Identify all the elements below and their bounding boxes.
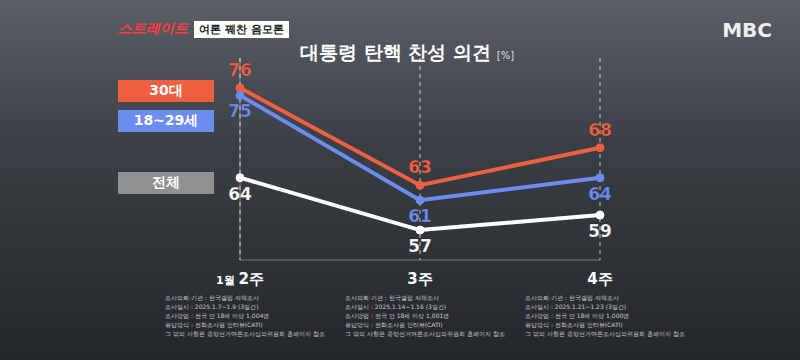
svg-text:76: 76 (228, 60, 252, 80)
svg-text:그 밖의 사항은 중앙선거여론조사심의위원회 홈페이지 참조: 그 밖의 사항은 중앙선거여론조사심의위원회 홈페이지 참조 (525, 330, 685, 337)
svg-text:68: 68 (588, 120, 612, 140)
svg-text:조사일시 : 2025.1.14~1.16 (3일간): 조사일시 : 2025.1.14~1.16 (3일간) (345, 303, 446, 310)
svg-text:75: 75 (228, 101, 252, 121)
svg-text:응답방식 : 전화조사원 인터뷰(CATI): 응답방식 : 전화조사원 인터뷰(CATI) (525, 321, 623, 328)
html-text:전체: 전체 (152, 174, 180, 190)
html-text:여론 꿰찬 음모론: 여론 꿰찬 음모론 (199, 22, 284, 36)
svg-text:4주: 4주 (587, 270, 612, 288)
svg-text:조사의뢰·기관 : 한국갤럽 자체조사: 조사의뢰·기관 : 한국갤럽 자체조사 (525, 294, 619, 301)
svg-text:응답방식 : 전화조사원 인터뷰(CATI): 응답방식 : 전화조사원 인터뷰(CATI) (165, 321, 263, 328)
html-text:30대: 30대 (149, 82, 183, 98)
svg-text:3주: 3주 (407, 270, 432, 288)
svg-text:64: 64 (228, 184, 252, 204)
svg-text:1월 2주: 1월 2주 (216, 270, 264, 288)
svg-text:조사일시 : 2025.1.7~1.9 (3일간): 조사일시 : 2025.1.7~1.9 (3일간) (165, 303, 259, 310)
svg-text:59: 59 (588, 221, 612, 241)
svg-text:응답방식 : 전화조사원 인터뷰(CATI): 응답방식 : 전화조사원 인터뷰(CATI) (345, 321, 443, 328)
svg-text:61: 61 (408, 206, 432, 226)
html-text:MBC: MBC (722, 18, 772, 42)
svg-text:57: 57 (408, 236, 432, 256)
svg-text:조사방법 : 전국 만 18세 이상 1,001명: 조사방법 : 전국 만 18세 이상 1,001명 (345, 312, 449, 319)
html-text:대통령 탄핵 찬성 의견 [%]: 대통령 탄핵 찬성 의견 [%] (300, 41, 515, 63)
svg-text:그 밖의 사항은 중앙선거여론조사심의위원회 홈페이지 참조: 그 밖의 사항은 중앙선거여론조사심의위원회 홈페이지 참조 (345, 330, 505, 337)
svg-text:64: 64 (588, 184, 612, 204)
svg-text:그 밖의 사항은 중앙선거여론조사심의위원회 홈페이지 참조: 그 밖의 사항은 중앙선거여론조사심의위원회 홈페이지 참조 (165, 330, 325, 337)
svg-text:조사의뢰·기관 : 한국갤럽 자체조사: 조사의뢰·기관 : 한국갤럽 자체조사 (345, 294, 439, 301)
html-text:스트레이트: 스트레이트 (118, 20, 188, 36)
svg-text:조사일시 : 2025.1.21~1.23 (3일간): 조사일시 : 2025.1.21~1.23 (3일간) (525, 303, 626, 310)
svg-text:조사방법 : 전국 만 18세 이상 1,004명: 조사방법 : 전국 만 18세 이상 1,004명 (165, 312, 269, 319)
svg-text:조사의뢰·기관 : 한국갤럽 자체조사: 조사의뢰·기관 : 한국갤럽 자체조사 (165, 294, 259, 301)
svg-text:63: 63 (408, 157, 432, 177)
svg-text:조사방법 : 전국 만 18세 이상 1,000명: 조사방법 : 전국 만 18세 이상 1,000명 (525, 312, 629, 319)
html-text:18~29세: 18~29세 (133, 112, 199, 128)
